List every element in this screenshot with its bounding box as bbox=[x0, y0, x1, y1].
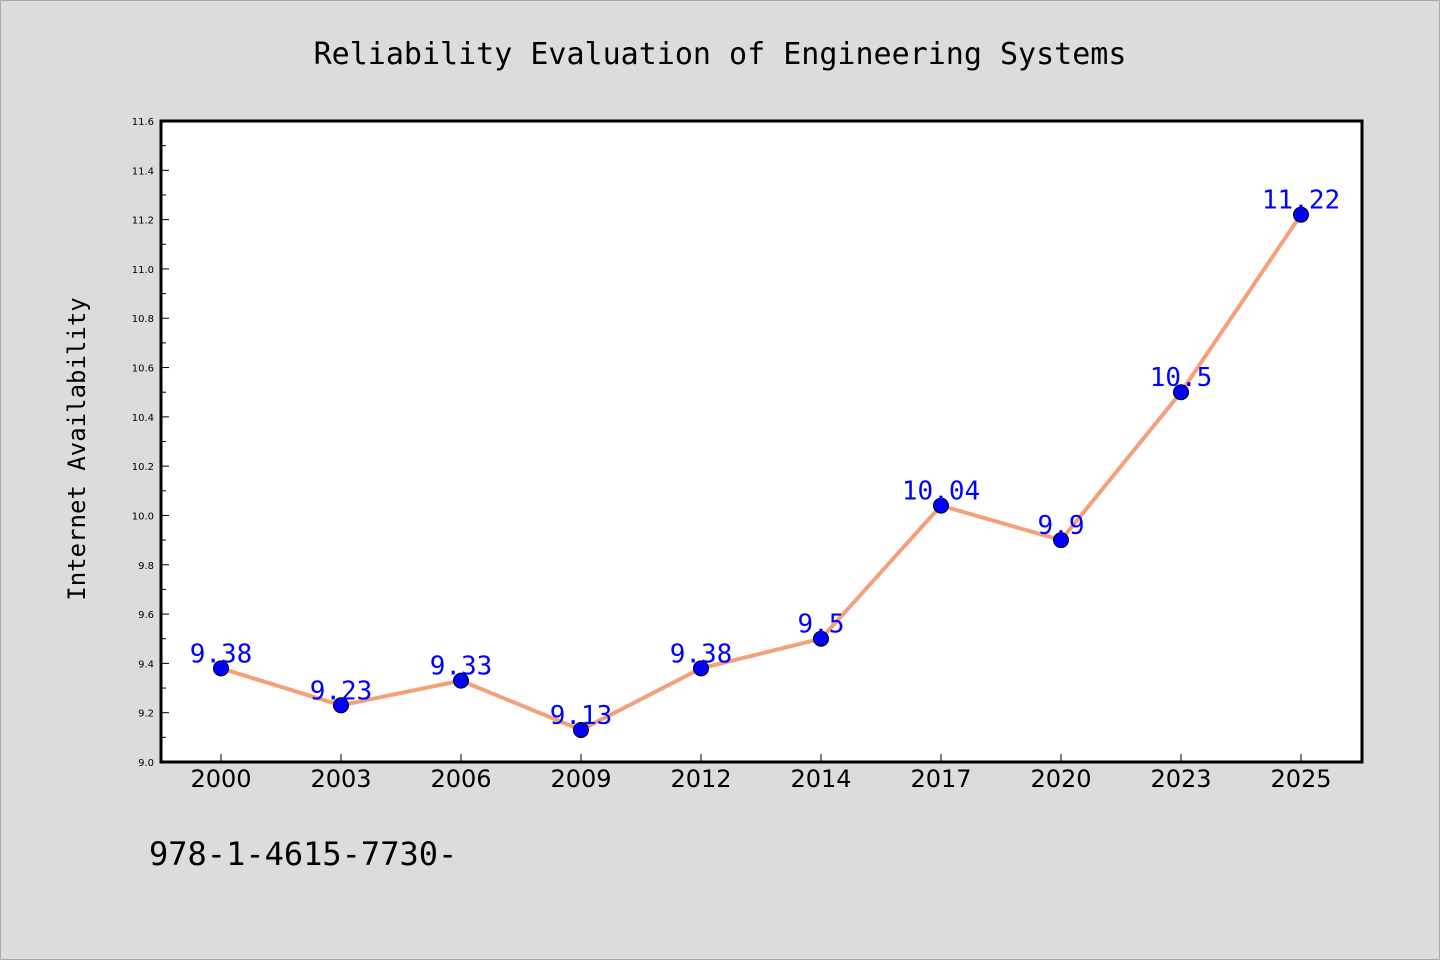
data-label: 9.23 bbox=[310, 676, 373, 706]
y-tick-label: 9.6 bbox=[138, 610, 154, 621]
data-point bbox=[693, 660, 709, 677]
y-tick-label: 10.8 bbox=[132, 314, 154, 325]
data-point bbox=[933, 497, 949, 514]
y-tick-label: 9.4 bbox=[138, 659, 154, 670]
y-tick-label: 10.0 bbox=[132, 511, 154, 522]
y-tick-label: 11.6 bbox=[132, 117, 154, 128]
x-tick-label: 2014 bbox=[790, 765, 851, 793]
x-tick-label: 2003 bbox=[310, 765, 371, 793]
data-point bbox=[573, 721, 589, 738]
data-point bbox=[453, 672, 469, 689]
data-label: 9.38 bbox=[190, 639, 253, 669]
y-tick-label: 10.6 bbox=[132, 364, 154, 375]
data-point bbox=[1293, 206, 1309, 223]
y-tick-label: 11.4 bbox=[132, 166, 154, 177]
y-tick-label: 9.8 bbox=[138, 561, 154, 572]
y-axis-label: Internet Availability bbox=[63, 297, 91, 600]
data-label: 9.9 bbox=[1038, 511, 1085, 541]
y-tick-label: 10.2 bbox=[132, 462, 154, 473]
data-point bbox=[1053, 532, 1069, 549]
x-tick-label: 2025 bbox=[1270, 765, 1331, 793]
x-tick-label: 2017 bbox=[910, 765, 971, 793]
x-tick-label: 2009 bbox=[550, 765, 611, 793]
y-tick-label: 9.2 bbox=[138, 709, 154, 720]
data-point bbox=[1173, 384, 1189, 401]
y-tick-label: 10.4 bbox=[132, 413, 154, 424]
x-axis: 2000 2003 2006 2009 2012 2014 2017 2020 2023 2025 bbox=[190, 754, 1332, 793]
y-tick-label: 9.0 bbox=[138, 758, 154, 769]
data-label: 10.5 bbox=[1150, 363, 1213, 393]
data-point bbox=[333, 697, 349, 714]
x-tick-label: 2023 bbox=[1150, 765, 1211, 793]
y-axis: 9.0 9.2 9.4 9.6 9.8 10.0 10.2 10.4 10.6 10.8 11.0 1… bbox=[132, 117, 169, 769]
plot-area bbox=[159, 119, 1364, 764]
x-tick-label: 2000 bbox=[190, 765, 251, 793]
data-label: 10.04 bbox=[902, 477, 980, 507]
series-line bbox=[219, 212, 1303, 732]
series-layer: 9.38 9.23 9.33 9.13 9.38 9.5 10.04 9.9 10.5 11.22 bbox=[190, 186, 1340, 738]
data-label: 11.22 bbox=[1262, 186, 1340, 216]
data-label: 9.38 bbox=[670, 639, 733, 669]
data-label: 9.33 bbox=[430, 652, 493, 682]
chart-title: Reliability Evaluation of Engineering Sy… bbox=[314, 37, 1127, 72]
x-tick-label: 2012 bbox=[670, 765, 731, 793]
data-point bbox=[213, 660, 229, 677]
footer-text: 978-1-4615-7730- bbox=[149, 835, 457, 873]
x-tick-label: 2020 bbox=[1030, 765, 1091, 793]
y-tick-label: 11.2 bbox=[132, 216, 154, 227]
data-point bbox=[813, 630, 829, 647]
x-tick-label: 2006 bbox=[430, 765, 491, 793]
y-tick-label: 11.0 bbox=[132, 265, 154, 276]
data-label: 9.5 bbox=[798, 610, 845, 640]
data-label: 9.13 bbox=[550, 701, 613, 731]
